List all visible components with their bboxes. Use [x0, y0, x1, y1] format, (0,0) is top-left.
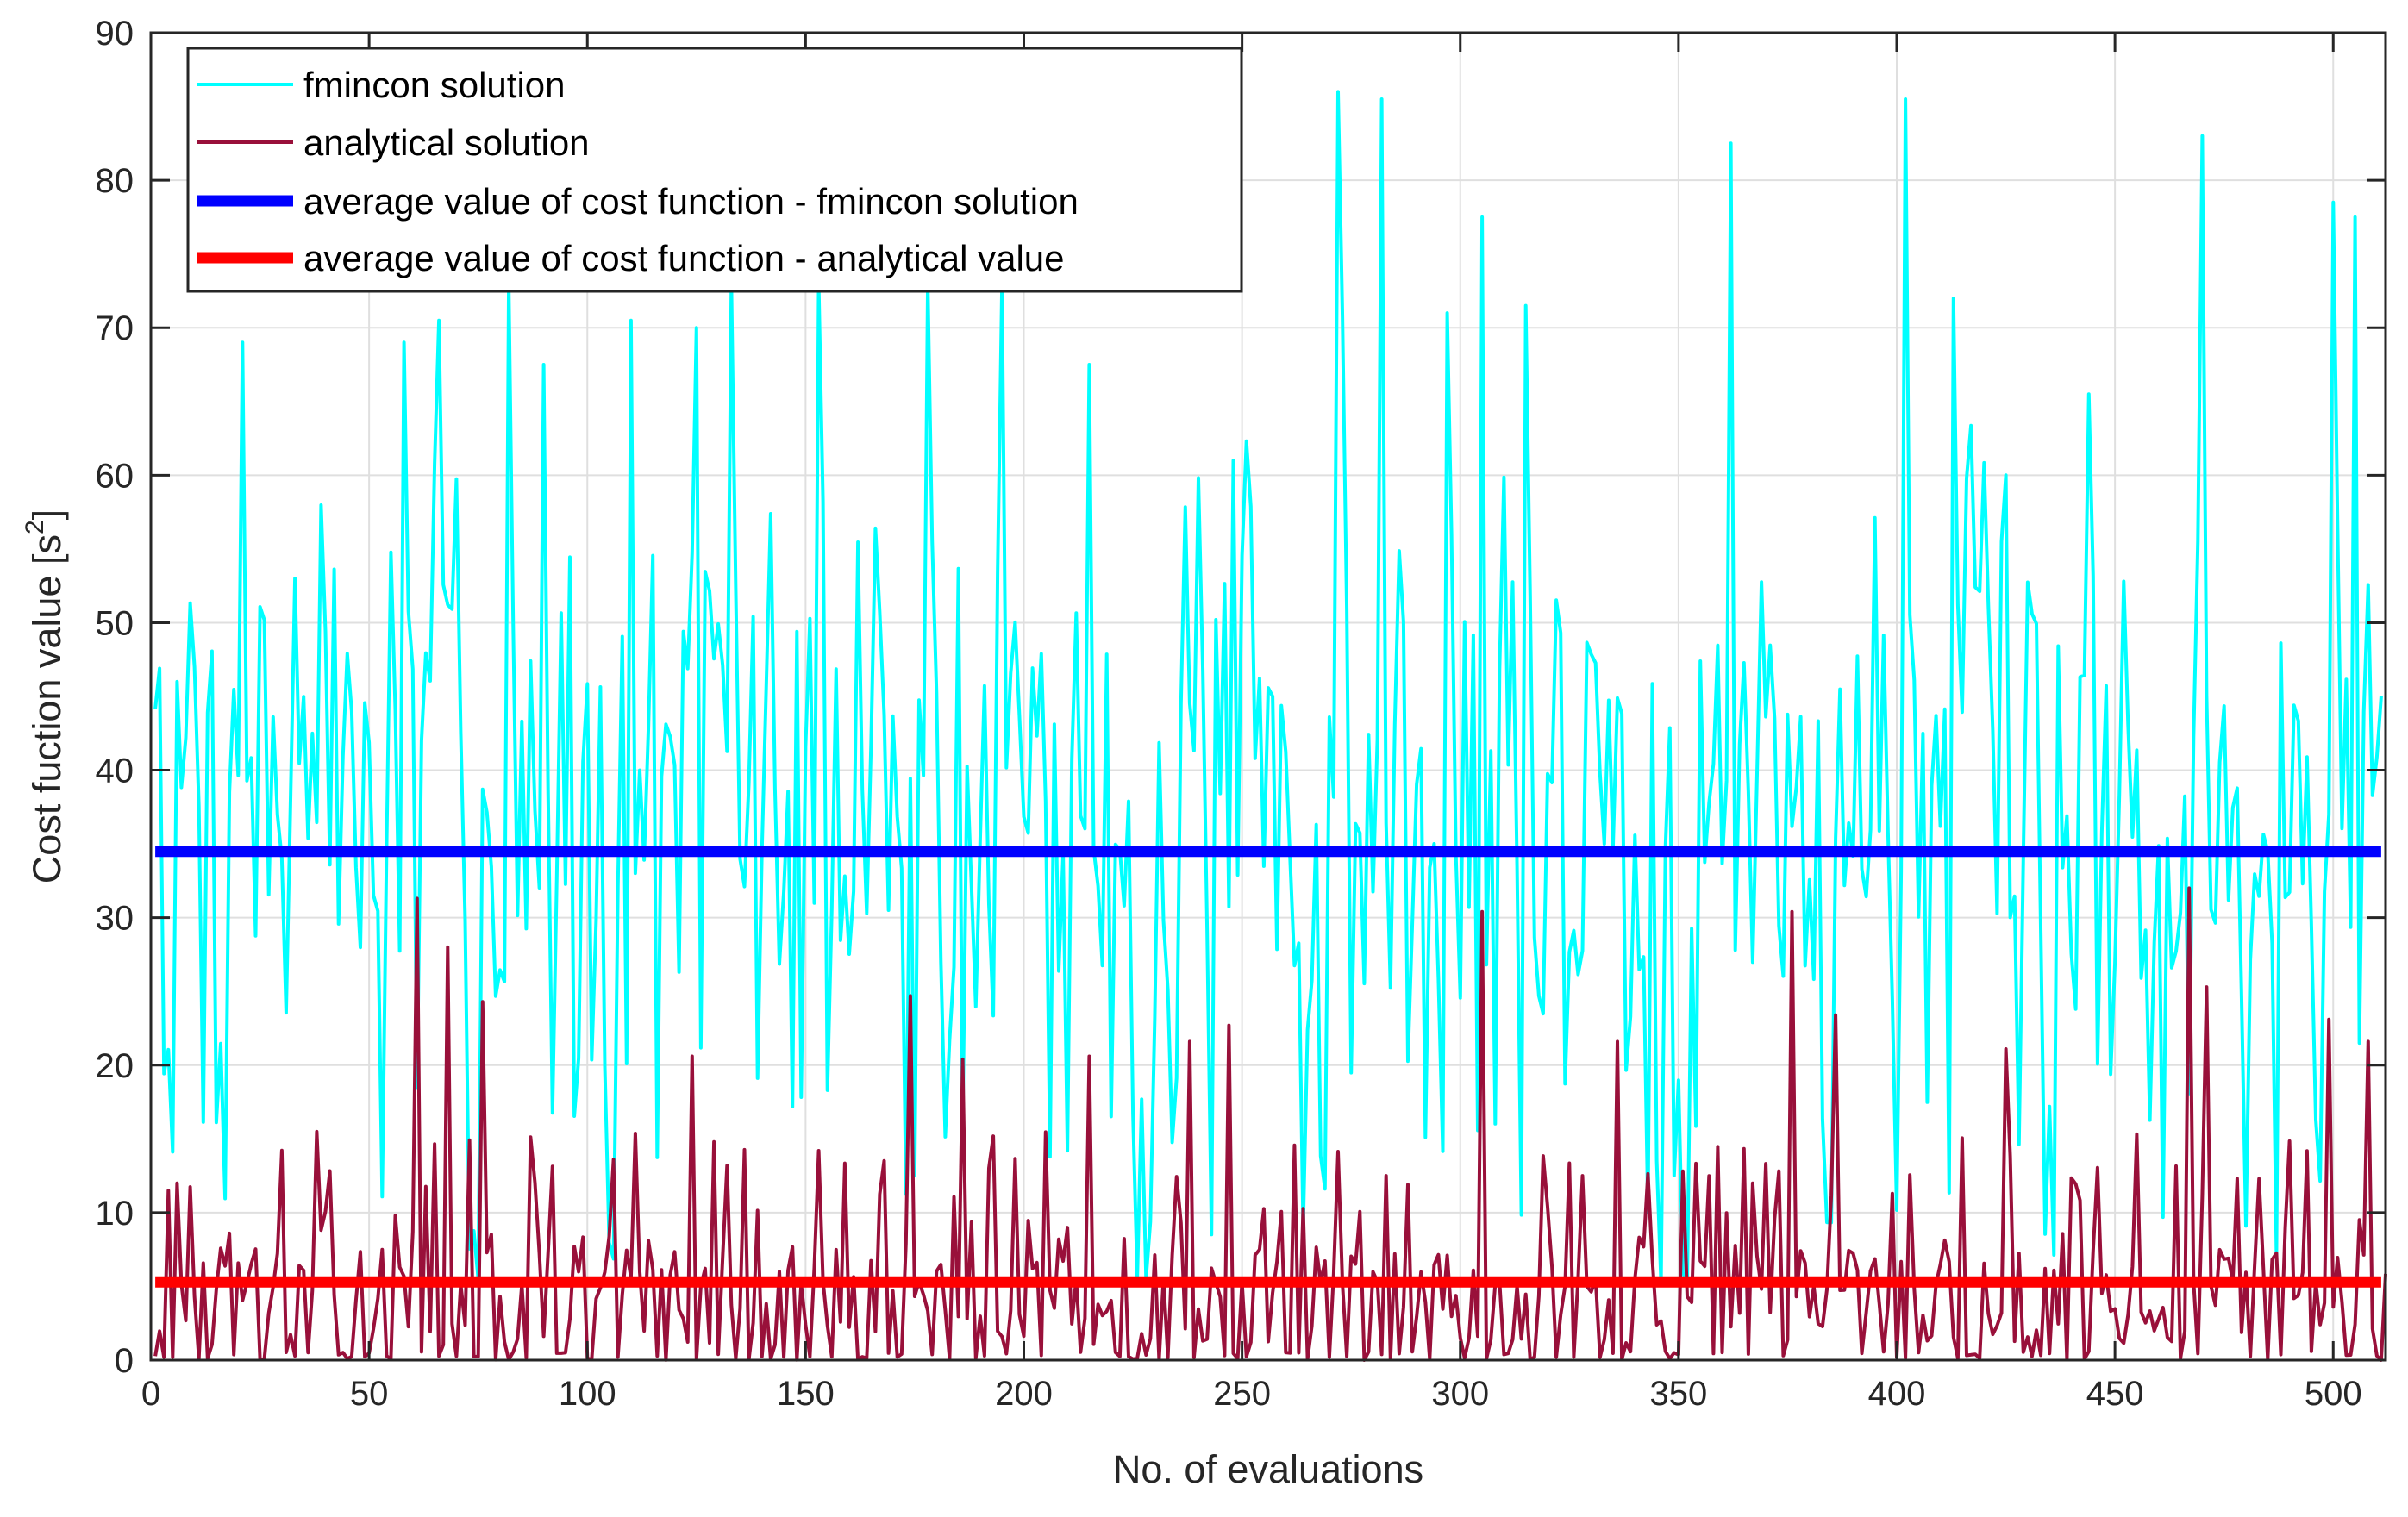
- y-tick-label: 10: [96, 1195, 134, 1233]
- x-tick-label: 100: [559, 1375, 616, 1413]
- y-tick-label: 90: [96, 15, 134, 53]
- x-tick-label: 350: [1650, 1375, 1708, 1413]
- y-tick-label: 70: [96, 309, 134, 347]
- legend: fmincon solution analytical solution ave…: [186, 47, 1243, 293]
- x-tick-label: 200: [995, 1375, 1053, 1413]
- series-layer: [153, 90, 2387, 1362]
- y-tick-label: 50: [96, 604, 134, 642]
- y-axis-title-suffix: ]: [25, 509, 69, 521]
- legend-label-avg-analytical: average value of cost function - analyti…: [303, 238, 1065, 278]
- y-axis-title-superscript: 2: [21, 520, 49, 534]
- y-axis-title-main: Cost fuction value [s: [25, 534, 69, 883]
- x-tick-label: 500: [2305, 1375, 2362, 1413]
- x-tick-label: 400: [1868, 1375, 1926, 1413]
- tick-labels: 0 50 100 150 200 250 300 350 400 450 500 0 10 20 30 40 5…: [96, 15, 2362, 1413]
- x-tick-label: 450: [2086, 1375, 2144, 1413]
- y-tick-label: 60: [96, 457, 134, 495]
- y-tick-label: 20: [96, 1047, 134, 1085]
- y-tick-label: 40: [96, 752, 134, 790]
- series-line-1: [153, 90, 2383, 1286]
- x-tick-label: 50: [350, 1375, 389, 1413]
- x-tick-label: 0: [141, 1375, 160, 1413]
- legend-label-avg-fmincon: average value of cost function - fmincon…: [303, 181, 1079, 222]
- series-line-2: [153, 886, 2387, 1362]
- y-tick-label: 80: [96, 162, 134, 200]
- y-axis-title: Cost fuction value [s2]: [21, 509, 69, 883]
- x-axis-title: No. of evaluations: [1113, 1447, 1423, 1491]
- y-tick-label: 30: [96, 900, 134, 938]
- legend-label-analytical: analytical solution: [303, 122, 590, 163]
- plot-frame: [149, 31, 2387, 1362]
- y-tick-label: 0: [115, 1342, 134, 1380]
- x-tick-label: 250: [1213, 1375, 1271, 1413]
- x-tick-label: 150: [777, 1375, 835, 1413]
- ticks: [149, 31, 2386, 1362]
- legend-box: [186, 47, 1243, 293]
- x-tick-label: 300: [1431, 1375, 1489, 1413]
- legend-label-fmincon: fmincon solution: [303, 65, 566, 105]
